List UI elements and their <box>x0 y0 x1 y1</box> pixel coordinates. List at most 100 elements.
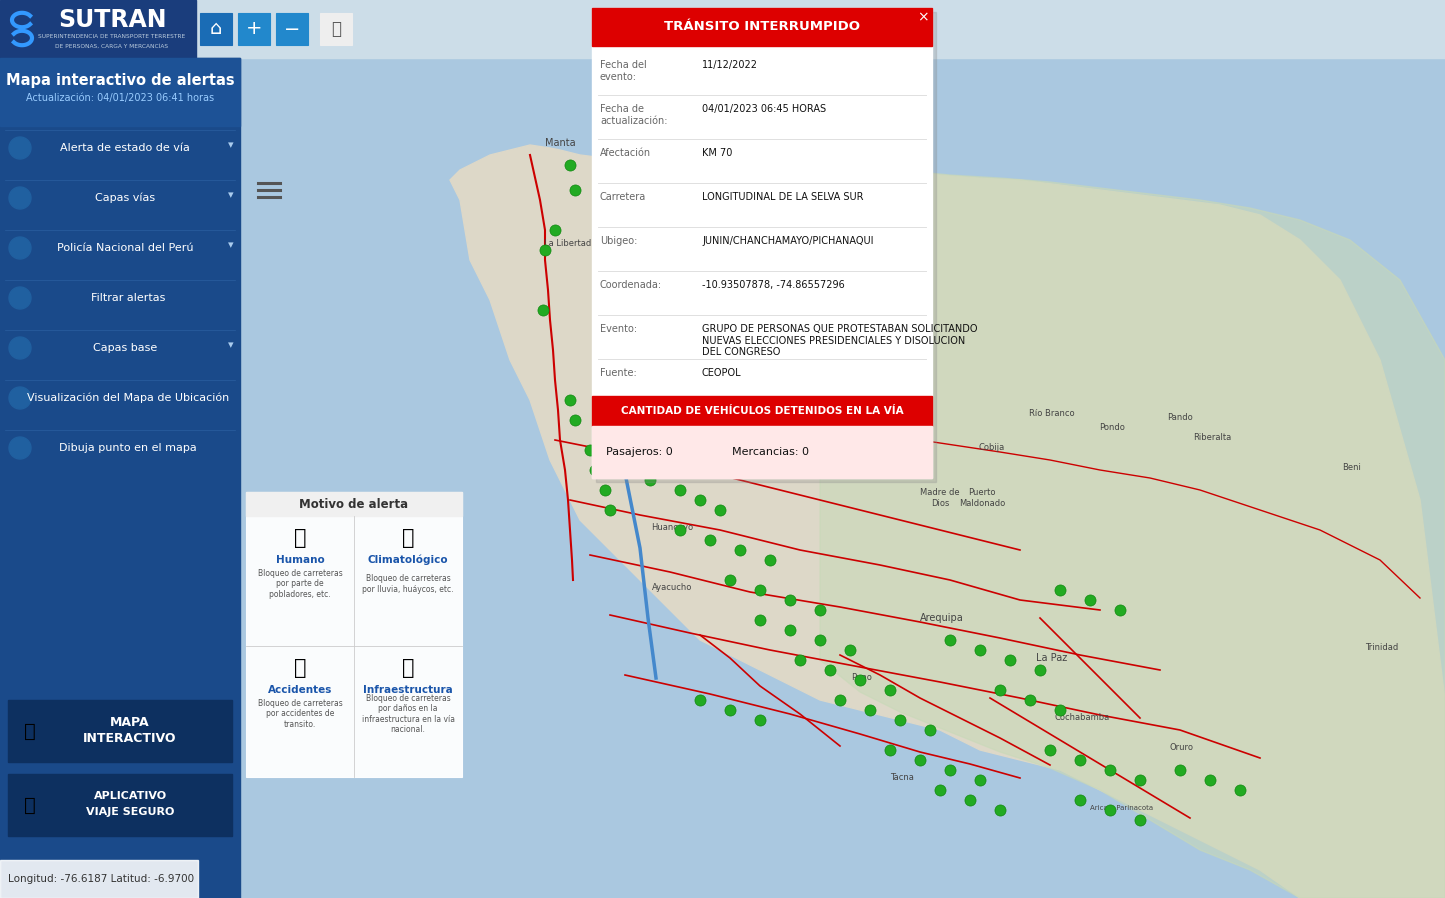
Text: Beni: Beni <box>1342 463 1361 472</box>
Bar <box>246 492 462 777</box>
Text: Trinidad: Trinidad <box>1366 644 1399 653</box>
Text: La Libertad: La Libertad <box>545 239 591 248</box>
Bar <box>592 426 932 478</box>
Bar <box>592 8 932 478</box>
Text: Capas vías: Capas vías <box>95 193 155 203</box>
Text: Fecha del
evento:: Fecha del evento: <box>600 60 647 82</box>
Text: Mapa interactivo de alertas: Mapa interactivo de alertas <box>6 73 234 87</box>
Bar <box>9 700 233 762</box>
Circle shape <box>9 437 30 459</box>
Polygon shape <box>449 145 1445 898</box>
Text: LONGITUDINAL DE LA SELVA SUR: LONGITUDINAL DE LA SELVA SUR <box>702 192 864 202</box>
Text: Bloqueo de carreteras
por accidentes de
transito.: Bloqueo de carreteras por accidentes de … <box>257 700 342 729</box>
Text: 📱: 📱 <box>25 796 36 814</box>
Circle shape <box>9 137 30 159</box>
Text: Mercancias: 0: Mercancias: 0 <box>733 447 809 457</box>
Text: TRÁNSITO INTERRUMPIDO: TRÁNSITO INTERRUMPIDO <box>665 21 860 33</box>
Text: Ubigeo:: Ubigeo: <box>600 236 637 246</box>
Text: Motivo de alerta: Motivo de alerta <box>299 497 409 510</box>
Text: Bloqueo de carreteras
por parte de
pobladores, etc.: Bloqueo de carreteras por parte de pobla… <box>257 569 342 599</box>
Text: 🔍: 🔍 <box>331 20 341 38</box>
Text: CANTIDAD DE VEHÍCULOS DETENIDOS EN LA VÍA: CANTIDAD DE VEHÍCULOS DETENIDOS EN LA VÍ… <box>621 406 903 416</box>
Text: Puerto
Maldonado: Puerto Maldonado <box>959 489 1006 507</box>
Text: GRUPO DE PERSONAS QUE PROTESTABAN SOLICITANDO
NUEVAS ELECCIONES PRESIDENCIALES Y: GRUPO DE PERSONAS QUE PROTESTABAN SOLICI… <box>702 324 977 357</box>
Text: Accidentes: Accidentes <box>267 685 332 695</box>
Text: VIAJE SEGURO: VIAJE SEGURO <box>85 807 175 817</box>
Bar <box>592 396 932 426</box>
Text: 📍: 📍 <box>25 721 36 741</box>
Text: Infraestructura: Infraestructura <box>363 685 452 695</box>
Text: Climatológico: Climatológico <box>367 555 448 565</box>
Text: APLICATIVO: APLICATIVO <box>94 791 166 801</box>
Bar <box>319 13 353 45</box>
Bar <box>0 58 240 898</box>
Text: 🚗: 🚗 <box>293 658 306 678</box>
Text: Actualización: 04/01/2023 06:41 horas: Actualización: 04/01/2023 06:41 horas <box>26 93 214 103</box>
Bar <box>276 13 308 45</box>
Text: Arequipa: Arequipa <box>920 613 964 623</box>
Circle shape <box>273 30 293 50</box>
Text: Madre de
Dios: Madre de Dios <box>920 489 959 507</box>
Circle shape <box>9 287 30 309</box>
Text: Oruro: Oruro <box>1170 744 1194 753</box>
Text: −: − <box>283 20 301 39</box>
Text: 04/01/2023 06:45 HORAS: 04/01/2023 06:45 HORAS <box>702 104 827 114</box>
Circle shape <box>208 8 228 28</box>
Text: Junín: Junín <box>711 428 733 437</box>
Text: Bloqueo de carreteras
por lluvia, huáycos, etc.: Bloqueo de carreteras por lluvia, huáyco… <box>363 575 454 594</box>
Text: Fecha de
actualización:: Fecha de actualización: <box>600 104 668 126</box>
Text: 👤: 👤 <box>293 528 306 548</box>
Text: Huancayo: Huancayo <box>650 524 694 533</box>
Text: Fuente:: Fuente: <box>600 368 637 378</box>
Text: Dibuja punto en el mapa: Dibuja punto en el mapa <box>59 443 197 453</box>
Text: 🏗: 🏗 <box>402 658 415 678</box>
Text: Bloqueo de carreteras
por daños en la
infraestructura en la vía
nacional.: Bloqueo de carreteras por daños en la in… <box>361 694 455 734</box>
Text: Cerro de
Pasco: Cerro de Pasco <box>624 383 660 402</box>
Text: Ayacucho: Ayacucho <box>652 584 692 593</box>
Text: Tacna: Tacna <box>890 773 913 782</box>
Text: ▾: ▾ <box>228 340 234 350</box>
Circle shape <box>223 22 241 42</box>
Bar <box>246 492 462 516</box>
Circle shape <box>9 337 30 359</box>
Text: DE PERSONAS, CARGA Y MERCANCÍAS: DE PERSONAS, CARGA Y MERCANCÍAS <box>55 43 169 48</box>
Circle shape <box>262 12 282 32</box>
Text: Cochabamba: Cochabamba <box>1055 714 1110 723</box>
Bar <box>0 0 197 58</box>
Bar <box>0 58 240 126</box>
Text: Cobija: Cobija <box>978 444 1006 453</box>
Bar <box>595 12 936 482</box>
Circle shape <box>250 2 270 22</box>
Text: Puno: Puno <box>851 674 873 682</box>
Polygon shape <box>819 165 1445 898</box>
Bar <box>0 860 198 898</box>
Circle shape <box>9 387 30 409</box>
Circle shape <box>238 10 259 30</box>
Bar <box>199 13 233 45</box>
Text: Carretera: Carretera <box>600 192 646 202</box>
Text: ⌂: ⌂ <box>210 20 223 39</box>
Text: KM 70: KM 70 <box>702 148 733 158</box>
Text: ▾: ▾ <box>228 240 234 250</box>
Text: ▾: ▾ <box>228 140 234 150</box>
Text: Pondo: Pondo <box>1100 424 1126 433</box>
Text: CEOPOL: CEOPOL <box>702 368 741 378</box>
Text: 11/12/2022: 11/12/2022 <box>702 60 759 70</box>
Text: Río Branco: Río Branco <box>1029 409 1075 418</box>
Text: Paita: Paita <box>601 333 623 342</box>
Text: Longitud: -76.6187 Latitud: -6.9700: Longitud: -76.6187 Latitud: -6.9700 <box>9 874 194 884</box>
Text: Filtrar alertas: Filtrar alertas <box>91 293 165 303</box>
Text: Arica y Parinacota: Arica y Parinacota <box>1091 805 1153 811</box>
Text: ×: × <box>918 10 929 24</box>
Text: SUTRAN: SUTRAN <box>58 8 166 32</box>
Text: Pando: Pando <box>1168 413 1194 422</box>
Text: Cusco: Cusco <box>779 463 805 472</box>
Text: SUPERINTENDENCIA DE TRANSPORTE TERRESTRE: SUPERINTENDENCIA DE TRANSPORTE TERRESTRE <box>39 33 185 39</box>
Text: -10.93507878, -74.86557296: -10.93507878, -74.86557296 <box>702 280 845 290</box>
Text: Afectación: Afectación <box>600 148 652 158</box>
Bar <box>592 8 932 46</box>
Text: Evento:: Evento: <box>600 324 637 334</box>
Text: MAPA: MAPA <box>110 716 150 728</box>
Text: Policía Nacional del Perú: Policía Nacional del Perú <box>56 243 194 253</box>
Text: Visualización del Mapa de Ubicación: Visualización del Mapa de Ubicación <box>27 392 230 403</box>
